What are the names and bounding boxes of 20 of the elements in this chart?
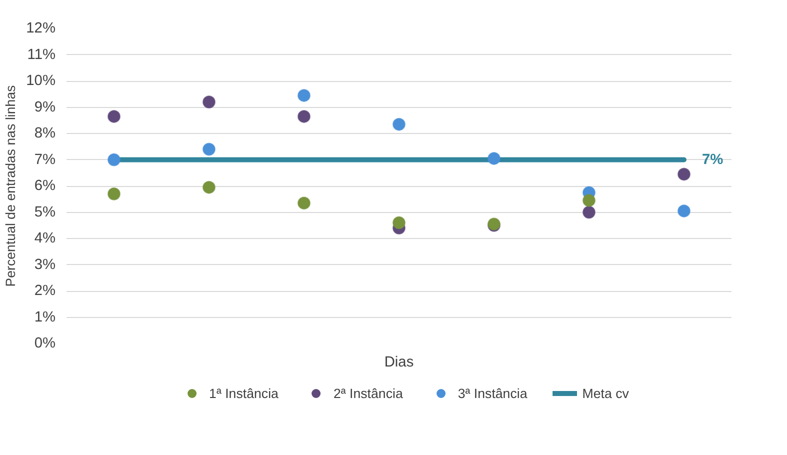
- y-tick-label: 9%: [34, 99, 56, 116]
- y-tick-label: 6%: [34, 178, 56, 194]
- y-tick-label: 8%: [34, 126, 56, 142]
- y-axis-title: Percentual de entradas nas linhas: [3, 84, 18, 287]
- y-tick-label: 10%: [26, 73, 56, 89]
- legend-label: 1ª Instância: [209, 386, 278, 400]
- y-tick-label: 1%: [34, 309, 56, 326]
- y-tick-label: 0%: [34, 336, 56, 352]
- data-label: 7%: [702, 152, 724, 168]
- legend-label: Meta cv: [582, 386, 629, 400]
- y-tick-label: 11%: [27, 46, 56, 63]
- legend-label: 3ª Instância: [458, 386, 528, 400]
- x-axis-title: Dias: [384, 354, 414, 370]
- y-tick-label: 3%: [34, 256, 56, 273]
- y-tick-label: 4%: [34, 230, 56, 246]
- y-tick-label: 7%: [34, 152, 56, 168]
- y-tick-label: 5%: [34, 204, 56, 220]
- legend-label: 2ª Instância: [333, 386, 403, 400]
- y-tick-label: 2%: [34, 283, 56, 299]
- y-tick-label: 12%: [26, 20, 56, 36]
